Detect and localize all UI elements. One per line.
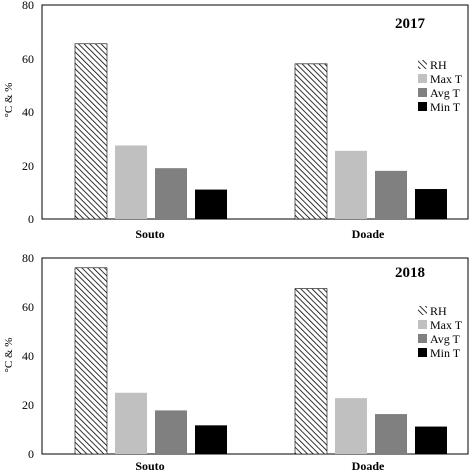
bar-rh-souto [74, 267, 108, 455]
bar-avg-t-doade [375, 414, 407, 454]
y-tick-label: 20 [22, 159, 34, 173]
x-category-label: Doade [352, 227, 385, 241]
legend-label-max-t: Max T [430, 318, 463, 332]
bar-min-t-souto [195, 189, 227, 219]
y-tick-label: 20 [22, 398, 34, 412]
y-tick-label: 60 [22, 52, 34, 66]
y-tick-label: 80 [22, 251, 34, 265]
legend-swatch-avg-t [418, 88, 427, 97]
y-tick-label: 0 [28, 212, 34, 226]
y-tick-label: 40 [22, 105, 34, 119]
bars-2018 [74, 267, 447, 455]
legend-label-rh: RH [430, 304, 447, 318]
bar-max-t-doade [335, 150, 367, 219]
y-tick-label: 80 [22, 0, 34, 12]
bar-avg-t-souto [155, 410, 187, 454]
bar-min-t-doade [415, 189, 447, 219]
chart-title: 2018 [395, 265, 425, 281]
legend-label-min-t: Min T [430, 100, 461, 114]
bars-2017 [74, 43, 447, 220]
y-tick-label: 40 [22, 349, 34, 363]
x-category-label: Souto [135, 227, 164, 241]
legend-swatch-rh [418, 60, 427, 69]
legend: RH Max T Avg T Min T [418, 58, 463, 114]
bar-avg-t-doade [375, 170, 407, 219]
y-axis-label: °C & % [3, 83, 15, 118]
x-category-label: Doade [352, 459, 385, 473]
legend-swatch-rh [418, 306, 427, 315]
legend-swatch-min-t [418, 348, 427, 357]
bar-rh-doade [294, 63, 328, 220]
bar-max-t-souto [115, 145, 147, 219]
x-category-label: Souto [135, 459, 164, 473]
legend-label-min-t: Min T [430, 346, 461, 360]
bar-rh-souto [74, 43, 108, 220]
legend-label-avg-t: Avg T [430, 86, 461, 100]
y-tick-label: 60 [22, 300, 34, 314]
chart-panel-2018: °C & % 0 20 40 60 80 Souto Doade 2018 RH… [3, 251, 469, 473]
legend-label-rh: RH [430, 58, 447, 72]
legend-swatch-max-t [418, 320, 427, 329]
bar-max-t-doade [335, 398, 367, 454]
legend-swatch-min-t [418, 102, 427, 111]
bar-rh-doade [294, 288, 328, 455]
legend: RH Max T Avg T Min T [418, 304, 463, 360]
chart-panel-2017: °C & % 0 20 40 60 80 Souto Doade 2017 RH… [3, 0, 469, 241]
bar-min-t-doade [415, 426, 447, 454]
y-tick-label: 0 [28, 447, 34, 461]
legend-label-avg-t: Avg T [430, 332, 461, 346]
legend-label-max-t: Max T [430, 72, 463, 86]
bar-avg-t-souto [155, 168, 187, 219]
bar-min-t-souto [195, 425, 227, 454]
chart-title: 2017 [395, 16, 426, 32]
y-axis-label: °C & % [3, 338, 15, 373]
legend-swatch-avg-t [418, 334, 427, 343]
legend-swatch-max-t [418, 74, 427, 83]
bar-max-t-souto [115, 392, 147, 454]
